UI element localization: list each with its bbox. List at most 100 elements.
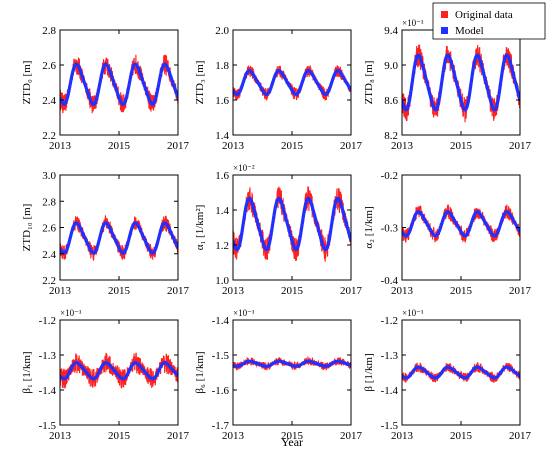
x-tick-label: 2015 bbox=[450, 285, 473, 297]
x-tick-label: 2017 bbox=[167, 285, 190, 297]
model-series bbox=[60, 62, 178, 106]
y-tick-label: 1.0 bbox=[215, 275, 229, 287]
x-tick-label: 2017 bbox=[340, 140, 363, 152]
legend: Original data Model bbox=[432, 2, 546, 40]
y-tick-label: 2.4 bbox=[42, 95, 56, 107]
y-tick-label: -0.3 bbox=[381, 223, 399, 235]
y-tick-label: 2.0 bbox=[215, 25, 229, 37]
y-tick-label: -1.7 bbox=[212, 420, 230, 432]
y-axis-label: β₆ [1/km] bbox=[194, 351, 206, 393]
y-tick-label: -1.5 bbox=[212, 350, 230, 362]
y-tick-label: -1.2 bbox=[381, 315, 398, 327]
y-tick-label: -0.2 bbox=[381, 170, 398, 182]
plot-area bbox=[402, 44, 520, 123]
axis-exponent: ×10⁻² bbox=[233, 163, 255, 173]
subplot-7: -1.5 -1.4 -1.3 -1.2 2013 2015 2017 ×10⁻¹ β₁ [1/k… bbox=[21, 308, 190, 442]
y-tick-label: -1.5 bbox=[381, 420, 399, 432]
y-tick-label: 2.2 bbox=[42, 275, 56, 287]
y-tick-label: 2.8 bbox=[42, 196, 56, 208]
axes-frame bbox=[232, 319, 352, 426]
y-tick-label: 8.2 bbox=[384, 130, 398, 142]
y-tick-label: -1.6 bbox=[212, 385, 230, 397]
model-series bbox=[233, 69, 351, 96]
plot-area bbox=[402, 361, 520, 383]
y-axis-label: β₁ [1/km] bbox=[21, 351, 33, 393]
plot-area bbox=[233, 355, 351, 371]
axis-exponent: ×10⁻¹ bbox=[233, 308, 255, 318]
x-tick-label: 2013 bbox=[391, 140, 414, 152]
y-tick-label: 1.4 bbox=[215, 130, 229, 142]
y-tick-label: 2.8 bbox=[42, 25, 56, 37]
legend-label-model: Model bbox=[455, 25, 484, 37]
y-tick-label: 9.0 bbox=[384, 60, 398, 72]
subplot-1: 2.2 2.4 2.6 2.8 2013 2015 2017 ZTD₀ [m] bbox=[21, 25, 190, 152]
x-tick-label: 2013 bbox=[49, 430, 72, 442]
y-tick-label: -1.5 bbox=[39, 420, 57, 432]
x-tick-label: 2013 bbox=[391, 285, 414, 297]
legend-swatch-model bbox=[441, 27, 448, 34]
axis-exponent: ×10⁻¹ bbox=[60, 308, 82, 318]
plot-area bbox=[60, 54, 178, 114]
x-tick-label: 2015 bbox=[281, 430, 304, 442]
y-tick-label: 1.6 bbox=[215, 95, 229, 107]
y-tick-label: -1.4 bbox=[39, 385, 57, 397]
x-tick-label: 2015 bbox=[108, 140, 131, 152]
model-series bbox=[60, 221, 178, 255]
x-tick-label: 2015 bbox=[281, 140, 304, 152]
legend-swatch-original bbox=[441, 11, 448, 18]
x-axis-label: Year bbox=[281, 435, 303, 449]
x-tick-label: 2017 bbox=[509, 140, 532, 152]
axes-frame bbox=[232, 174, 352, 281]
y-axis-label: ZTD₃ [m] bbox=[194, 61, 206, 105]
y-tick-label: -0.4 bbox=[381, 275, 399, 287]
y-tick-label: 2.4 bbox=[42, 249, 56, 261]
subplot-4: 2.2 2.4 2.6 2.8 3.0 2013 2015 2017 ZTD₁₀ [m] bbox=[21, 170, 190, 297]
subplot-9: -1.5 -1.4 -1.3 -1.2 2013 2015 2017 ×10⁻¹ β [1/km… bbox=[363, 308, 532, 442]
y-axis-label: ZTD₀ [m] bbox=[21, 61, 33, 105]
y-tick-label: 3.0 bbox=[42, 170, 56, 182]
legend-box bbox=[432, 2, 546, 40]
subplot-8: -1.7 -1.6 -1.5 -1.4 2013 2015 2017 ×10⁻¹ β₆ [1/k… bbox=[194, 308, 363, 442]
x-tick-label: 2017 bbox=[509, 285, 532, 297]
axis-exponent: ×10⁻¹ bbox=[402, 18, 424, 28]
axis-exponent: ×10⁻¹ bbox=[402, 308, 424, 318]
subplot-5: 1.0 1.2 1.4 1.6 2013 2015 2017 ×10⁻² α₁ [1/km²] bbox=[194, 163, 363, 297]
model-series bbox=[402, 365, 520, 380]
x-tick-label: 2017 bbox=[167, 430, 190, 442]
x-tick-label: 2017 bbox=[340, 430, 363, 442]
model-series bbox=[233, 196, 351, 252]
x-tick-label: 2017 bbox=[509, 430, 532, 442]
x-tick-label: 2013 bbox=[222, 285, 245, 297]
x-tick-label: 2013 bbox=[49, 140, 72, 152]
x-tick-label: 2013 bbox=[222, 140, 245, 152]
x-tick-label: 2013 bbox=[391, 430, 414, 442]
x-tick-label: 2015 bbox=[450, 430, 473, 442]
x-tick-label: 2015 bbox=[450, 140, 473, 152]
model-series bbox=[402, 53, 520, 112]
legend-label-original: Original data bbox=[455, 9, 513, 21]
y-tick-label: 1.6 bbox=[215, 170, 229, 182]
plot-area bbox=[233, 65, 351, 102]
plot-area bbox=[402, 204, 520, 243]
y-tick-label: 8.6 bbox=[384, 95, 398, 107]
x-tick-label: 2013 bbox=[49, 285, 72, 297]
y-tick-label: 2.2 bbox=[42, 130, 56, 142]
y-axis-label: ZTD₁₀ [m] bbox=[21, 204, 33, 252]
x-tick-label: 2015 bbox=[108, 430, 131, 442]
y-tick-label: -1.4 bbox=[212, 315, 230, 327]
y-tick-label: 1.4 bbox=[215, 205, 229, 217]
y-tick-label: -1.3 bbox=[381, 350, 399, 362]
model-series bbox=[233, 359, 351, 368]
y-tick-label: 1.8 bbox=[215, 60, 229, 72]
y-tick-label: -1.2 bbox=[39, 315, 56, 327]
y-tick-label: -1.4 bbox=[381, 385, 399, 397]
x-tick-label: 2015 bbox=[108, 285, 131, 297]
y-axis-label: α₂ [1/km] bbox=[363, 206, 375, 248]
x-tick-label: 2017 bbox=[167, 140, 190, 152]
y-tick-label: -1.3 bbox=[39, 350, 57, 362]
subplot-6: -0.4 -0.3 -0.2 2013 2015 2017 α₂ [1/km] bbox=[363, 170, 532, 297]
x-tick-label: 2017 bbox=[340, 285, 363, 297]
y-axis-label: β [1/km] bbox=[363, 353, 375, 391]
plot-area bbox=[233, 186, 351, 262]
